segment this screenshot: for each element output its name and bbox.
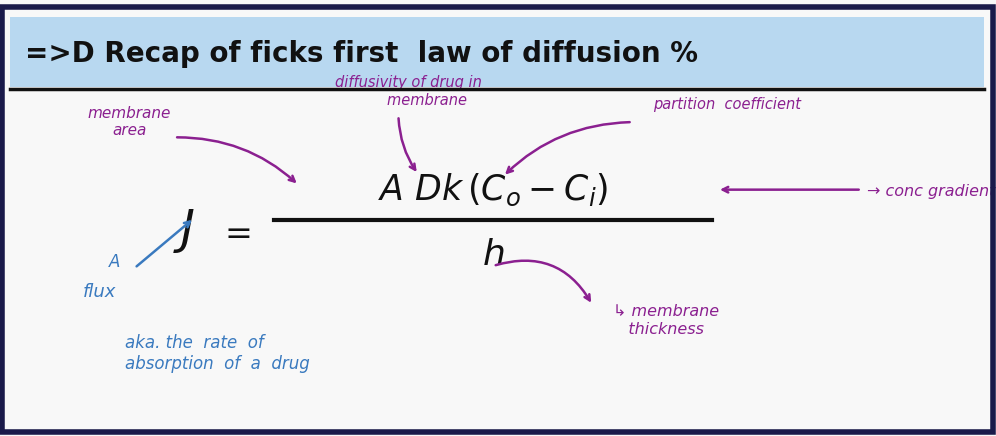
Text: $A\ D k\,(C_o - C_i)$: $A\ D k\,(C_o - C_i)$ xyxy=(377,171,609,208)
Text: A: A xyxy=(109,252,121,271)
Text: ↳ membrane
   thickness: ↳ membrane thickness xyxy=(613,304,719,337)
Text: $h$: $h$ xyxy=(482,238,504,272)
Text: → conc gradient: → conc gradient xyxy=(867,184,995,199)
FancyBboxPatch shape xyxy=(10,17,984,87)
Text: =>D Recap of ficks first  law of diffusion %: =>D Recap of ficks first law of diffusio… xyxy=(25,41,698,68)
Text: $\mathit{J}$: $\mathit{J}$ xyxy=(173,207,195,255)
Text: flux: flux xyxy=(83,283,117,301)
Text: partition  coefficient: partition coefficient xyxy=(653,97,801,112)
Text: diffusivity of drug in
        membrane: diffusivity of drug in membrane xyxy=(335,75,482,108)
Text: $=$: $=$ xyxy=(217,217,251,249)
Text: aka. the  rate  of
absorption  of  a  drug: aka. the rate of absorption of a drug xyxy=(124,334,309,372)
Text: membrane
area: membrane area xyxy=(88,106,171,138)
